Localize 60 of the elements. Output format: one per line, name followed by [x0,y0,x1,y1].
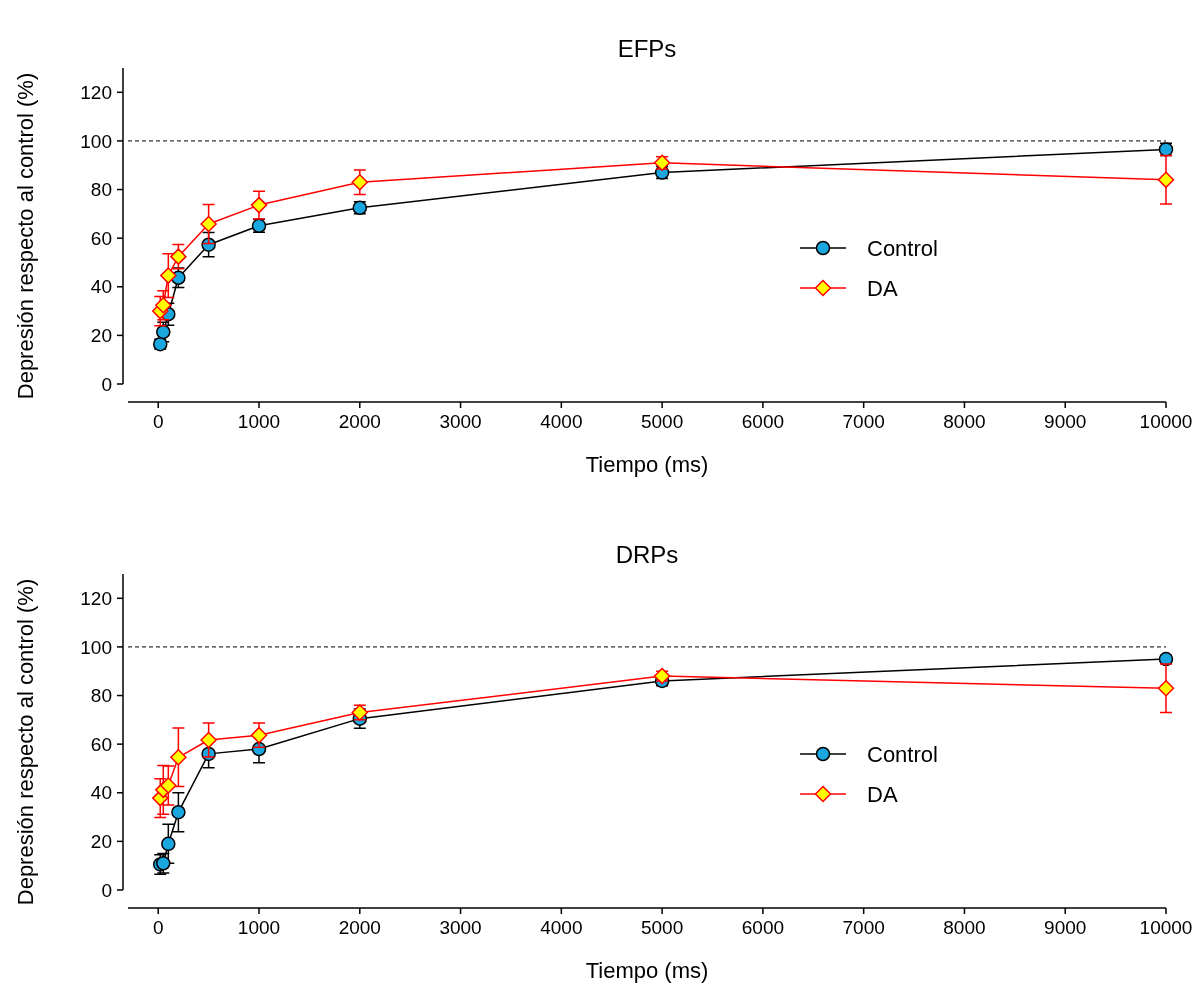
point [1157,680,1175,697]
y-tick-label: 80 [90,685,112,707]
point [160,267,177,284]
x-tick-label: 10000 [1139,917,1193,938]
y-tick-label: 100 [80,636,112,658]
chart-title: EFPs [617,35,677,62]
point [170,749,187,766]
legend-label: DA [867,781,898,807]
x-tick-label: 7000 [842,917,885,938]
y-tick-label: 40 [90,276,112,298]
y-tick-label: 60 [90,733,112,755]
y-axis-title: Depresión respecto al control (%) [13,578,38,906]
point [161,836,176,852]
x-tick-label: 4000 [540,411,583,432]
x-tick-label: 0 [152,411,164,432]
x-tick-label: 6000 [741,917,785,938]
y-tick-label: 80 [90,179,112,201]
x-tick-label: 6000 [741,411,785,432]
x-tick-label: 0 [152,917,164,938]
y-tick-label: 60 [90,227,112,249]
point [171,804,186,820]
y-tick-label: 20 [90,325,112,347]
y-tick-label: 0 [101,373,112,395]
x-tick-label: 5000 [640,411,684,432]
y-tick-label: 100 [80,130,112,152]
x-tick-label: 8000 [943,411,986,432]
x-tick-label: 7000 [842,411,885,432]
point [351,174,369,191]
point [250,196,268,214]
point [1157,171,1175,189]
x-tick-label: 1000 [237,411,281,432]
y-tick-label: 120 [80,81,112,103]
x-tick-label: 3000 [439,917,482,938]
y-axis-title: Depresión respecto al control (%) [13,72,38,400]
x-axis-title: Tiempo (ms) [585,958,709,983]
point [200,215,217,233]
x-tick-label: 4000 [540,917,583,938]
x-tick-label: 2000 [338,411,381,432]
legend-label: Control [867,235,938,261]
y-tick-label: 20 [90,831,112,853]
x-tick-label: 5000 [640,917,684,938]
x-tick-label: 2000 [338,917,381,938]
legend-label: Control [867,741,938,767]
x-tick-label: 9000 [1044,917,1087,938]
point [155,296,172,314]
point [250,726,268,744]
y-tick-label: 40 [90,782,112,804]
point [160,777,177,794]
y-tick-label: 0 [101,879,112,901]
x-tick-label: 1000 [237,917,281,938]
y-tick-label: 120 [80,587,112,609]
point [170,248,187,265]
x-tick-label: 10000 [1139,411,1193,432]
legend-label: DA [867,275,898,301]
x-tick-label: 8000 [943,917,986,938]
x-tick-label: 3000 [439,411,482,432]
x-axis-title: Tiempo (ms) [585,452,709,477]
point [200,731,217,749]
x-tick-label: 9000 [1044,411,1087,432]
chart-title: DRPs [615,541,679,568]
